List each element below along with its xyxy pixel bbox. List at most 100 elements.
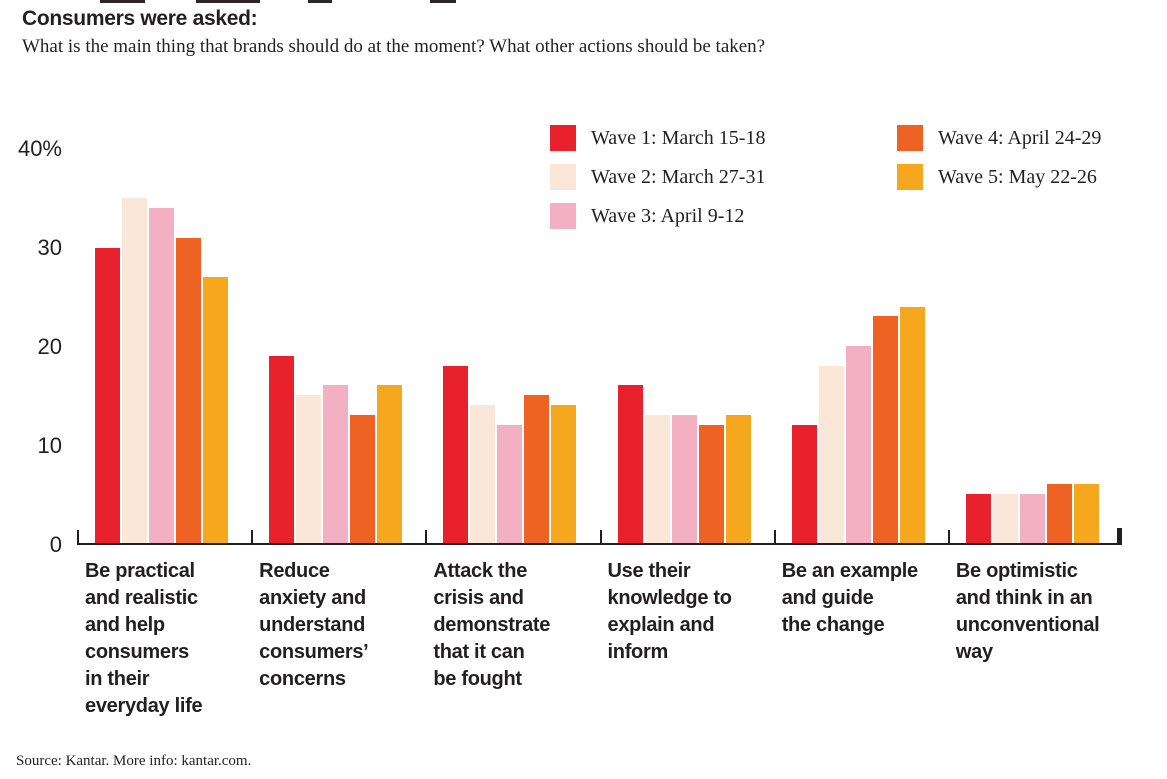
- bar: [791, 424, 817, 543]
- bar-group: [251, 149, 425, 543]
- chart-subtitle: What is the main thing that brands shoul…: [22, 36, 766, 57]
- page-title: Consumers were asked:: [22, 7, 258, 30]
- legend-swatch-wave-3: [550, 203, 576, 229]
- axis-group-tick: [251, 530, 254, 543]
- category-label: Be an example and guide the change: [774, 558, 948, 720]
- category-label-line: and guide: [781, 587, 874, 609]
- legend-swatch-wave-1: [550, 125, 576, 151]
- bar-group: [773, 149, 948, 543]
- y-axis-tick-label: 30: [37, 235, 62, 260]
- axis-group-tick: [599, 530, 602, 543]
- legend-label: Wave 3: April 9-12: [591, 204, 745, 227]
- category-label-line: and help: [85, 614, 165, 636]
- legend-column-1: Wave 1: March 15-18 Wave 2: March 27-31 …: [550, 125, 765, 229]
- bar: [149, 208, 174, 543]
- category-label-line: unconventional: [955, 614, 1100, 636]
- category-label-line: Be practical: [85, 560, 195, 582]
- category-label-line: inform: [607, 641, 669, 663]
- legend-label: Wave 2: March 27-31: [591, 165, 766, 188]
- bar: [845, 346, 871, 543]
- chart-legend: Wave 1: March 15-18 Wave 2: March 27-31 …: [550, 125, 1101, 229]
- crop-artifact: [430, 0, 456, 3]
- legend-item-wave-1: Wave 1: March 15-18: [550, 125, 765, 151]
- category-label-line: be fought: [433, 668, 522, 690]
- legend-label: Wave 4: April 24-29: [938, 126, 1102, 149]
- category-label-line: explain and: [607, 614, 715, 636]
- bar-group: [599, 149, 774, 543]
- legend-label: Wave 5: May 22-26: [938, 165, 1097, 188]
- category-label-line: consumers’: [259, 641, 369, 663]
- bar: [818, 365, 844, 543]
- category-label-line: everyday life: [85, 695, 203, 717]
- bar: [377, 385, 403, 543]
- axis-group-tick: [425, 530, 428, 543]
- bar-group: [425, 149, 599, 543]
- bar: [323, 385, 349, 543]
- category-label: Use their knowledge to explain and inform: [600, 558, 774, 720]
- bar: [992, 493, 1018, 543]
- category-label-line: Be an example: [781, 560, 918, 582]
- legend-swatch-wave-5: [897, 164, 923, 190]
- crop-artifact: [100, 0, 145, 3]
- bar: [269, 355, 295, 543]
- category-label-line: crisis and: [433, 587, 524, 609]
- bar: [176, 237, 201, 543]
- axis-end-tick: [1117, 528, 1122, 543]
- bar: [497, 424, 523, 543]
- legend-item-wave-2: Wave 2: March 27-31: [550, 164, 765, 190]
- legend-item-wave-4: Wave 4: April 24-29: [897, 125, 1101, 151]
- bar: [698, 424, 724, 543]
- category-label-line: and realistic: [85, 587, 198, 609]
- bar: [644, 414, 670, 543]
- category-label-line: Be optimistic: [955, 560, 1078, 582]
- source-note: Source: Kantar. More info: kantar.com.: [16, 753, 252, 769]
- bar: [122, 198, 147, 543]
- bar: [203, 277, 228, 543]
- bar: [95, 247, 120, 543]
- bar: [617, 385, 643, 543]
- bar: [671, 414, 697, 543]
- legend-column-2: Wave 4: April 24-29 Wave 5: May 22-26: [897, 125, 1101, 190]
- y-axis-tick-label: 20: [37, 334, 62, 359]
- axis-group-tick: [77, 530, 79, 543]
- category-label-line: Reduce: [259, 560, 330, 582]
- bar: [470, 405, 496, 543]
- category-label-line: concerns: [259, 668, 346, 690]
- y-axis-tick-label: 40%: [17, 136, 62, 161]
- y-axis-tick-label: 0: [49, 532, 62, 557]
- legend-swatch-wave-4: [897, 125, 923, 151]
- legend-item-wave-5: Wave 5: May 22-26: [897, 164, 1101, 190]
- category-labels: Be practical and realistic and help consume…: [77, 558, 1122, 720]
- bar: [350, 414, 376, 543]
- category-label-line: the change: [781, 614, 885, 636]
- y-axis-tick-label: 10: [37, 433, 62, 458]
- bar: [872, 316, 898, 543]
- legend-item-wave-3: Wave 3: April 9-12: [550, 203, 765, 229]
- bar-group: [947, 149, 1122, 543]
- axis-group-tick: [947, 530, 950, 543]
- bar: [443, 365, 469, 543]
- category-label-line: knowledge to: [607, 587, 732, 609]
- category-label-line: demonstrate: [433, 614, 551, 636]
- category-label: Be optimistic and think in an unconvention…: [948, 558, 1122, 720]
- crop-artifact: [196, 0, 260, 3]
- bar: [1073, 483, 1099, 543]
- legend-label: Wave 1: March 15-18: [591, 126, 766, 149]
- bar: [524, 395, 550, 543]
- bar: [899, 306, 925, 543]
- category-label-line: consumers: [85, 641, 190, 663]
- bar: [296, 395, 322, 543]
- category-label-line: Use their: [607, 560, 691, 582]
- category-label-line: and think in an: [955, 587, 1093, 609]
- bar: [965, 493, 991, 543]
- category-label-line: understand: [259, 614, 366, 636]
- plot-area: [77, 149, 1122, 545]
- crop-artifact: [308, 0, 332, 3]
- bar: [725, 414, 751, 543]
- bar-group: [77, 149, 251, 543]
- category-label-line: way: [955, 641, 993, 663]
- category-label: Attack the crisis and demonstrate that it c…: [425, 558, 599, 720]
- axis-group-tick: [773, 530, 776, 543]
- category-label-line: that it can: [433, 641, 525, 663]
